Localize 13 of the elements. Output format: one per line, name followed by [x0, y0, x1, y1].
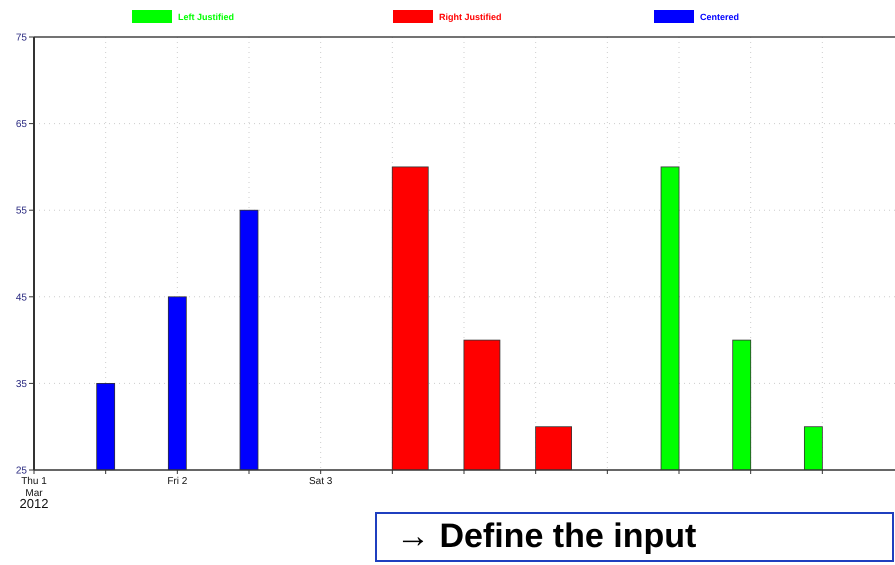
legend-label: Right Justified — [439, 12, 502, 22]
legend-label: Centered — [700, 12, 740, 22]
x-tick-label: Fri 2 — [167, 476, 188, 487]
y-tick-label: 45 — [16, 292, 28, 304]
y-tick-label: 25 — [16, 466, 28, 476]
y-tick-label: 75 — [16, 32, 28, 44]
y-tick-label: 55 — [16, 206, 28, 217]
y-tick-label: 35 — [16, 378, 28, 390]
legend-label: Left Justified — [178, 12, 234, 22]
y-tick-label: 65 — [16, 119, 28, 130]
x-tick-label: Sat 3 — [308, 476, 333, 487]
x-tick-label: Thu 1 Mar 2012 — [20, 476, 48, 511]
text: → Define the input — [396, 517, 696, 555]
